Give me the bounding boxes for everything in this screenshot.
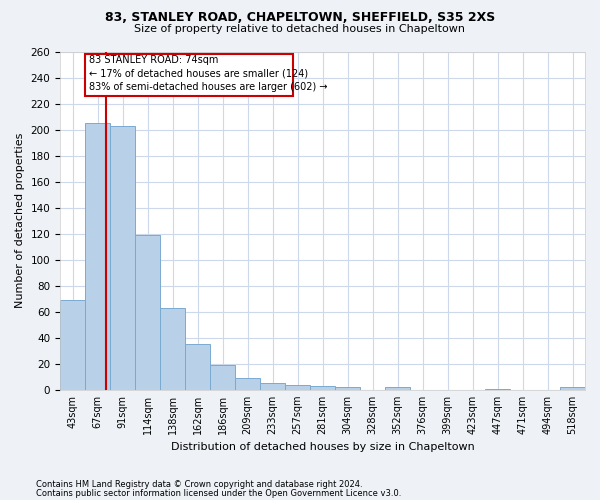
X-axis label: Distribution of detached houses by size in Chapeltown: Distribution of detached houses by size … [170, 442, 475, 452]
Bar [560, 387, 585, 390]
Bar [85, 123, 110, 390]
Text: 83 STANLEY ROAD: 74sqm
← 17% of detached houses are smaller (124)
83% of semi-de: 83 STANLEY ROAD: 74sqm ← 17% of detached… [89, 56, 327, 92]
Bar [260, 384, 285, 390]
Text: Size of property relative to detached houses in Chapeltown: Size of property relative to detached ho… [134, 24, 466, 34]
Text: Contains public sector information licensed under the Open Government Licence v3: Contains public sector information licen… [36, 489, 401, 498]
Bar [285, 384, 310, 390]
Text: 83, STANLEY ROAD, CHAPELTOWN, SHEFFIELD, S35 2XS: 83, STANLEY ROAD, CHAPELTOWN, SHEFFIELD,… [105, 11, 495, 24]
FancyBboxPatch shape [85, 54, 293, 96]
Bar [485, 388, 510, 390]
Y-axis label: Number of detached properties: Number of detached properties [15, 133, 25, 308]
Bar [60, 300, 85, 390]
Bar [310, 386, 335, 390]
Text: Contains HM Land Registry data © Crown copyright and database right 2024.: Contains HM Land Registry data © Crown c… [36, 480, 362, 489]
Bar [235, 378, 260, 390]
Bar [160, 308, 185, 390]
Bar [135, 235, 160, 390]
Bar [335, 387, 360, 390]
Bar [110, 126, 135, 390]
Bar [210, 365, 235, 390]
Bar [185, 344, 210, 390]
Bar [385, 387, 410, 390]
